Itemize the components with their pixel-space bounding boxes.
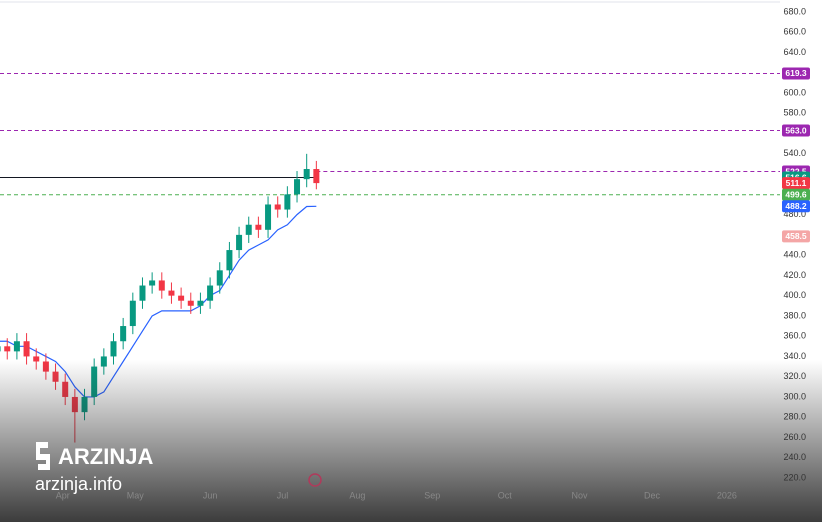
- price-tag-label: 522.5: [785, 166, 807, 176]
- price-tag: [782, 188, 810, 201]
- price-tag: [782, 230, 810, 243]
- candle-body: [255, 224, 262, 230]
- candle-body: [245, 224, 252, 235]
- candle-body: [294, 179, 301, 195]
- candle-body: [226, 250, 233, 271]
- y-tick-label: 260.0: [783, 432, 806, 442]
- price-tag: [782, 200, 810, 213]
- y-tick-label: 640.0: [783, 47, 806, 57]
- candle-body: [110, 341, 117, 357]
- candle-body: [13, 341, 20, 352]
- price-tag-label: 499.6: [785, 190, 807, 200]
- price-tag-label: 511.1: [786, 178, 807, 188]
- candle-body: [313, 169, 320, 184]
- candle-body: [207, 285, 214, 301]
- price-tag-label: 563.0: [785, 125, 807, 135]
- candle-body: [120, 326, 127, 342]
- y-tick-label: 240.0: [783, 452, 806, 462]
- y-tick-label: 540.0: [783, 148, 806, 158]
- price-tag-label: 619.3: [785, 68, 807, 78]
- logo-icon: [36, 442, 50, 470]
- candle-body: [187, 300, 194, 306]
- y-tick-label: 480.0: [783, 209, 806, 219]
- alert-icon: [308, 473, 322, 487]
- candle-body: [168, 290, 175, 296]
- x-tick-label: Jul: [277, 490, 289, 500]
- candle-body: [216, 270, 223, 286]
- watermark-shade: [0, 360, 822, 522]
- y-tick-label: 300.0: [783, 391, 806, 401]
- brand: ARZINJA: [58, 444, 153, 469]
- y-tick-label: 380.0: [783, 310, 806, 320]
- y-tick-label: 340.0: [783, 351, 806, 361]
- y-tick-label: 440.0: [783, 250, 806, 260]
- baseline-line: [0, 205, 317, 398]
- y-tick-label: 600.0: [783, 87, 806, 97]
- axis: 220.0 240.0 260.0 280.0 300.0 320.0 340.0 360.0…: [56, 6, 810, 500]
- x-tick-label: Oct: [498, 490, 513, 500]
- candle-body: [149, 280, 156, 286]
- candle-body: [139, 285, 146, 301]
- watermark-logo: [36, 442, 50, 470]
- candle-body: [178, 295, 185, 301]
- x-tick-label: Sep: [424, 490, 440, 500]
- candle-body: [129, 300, 136, 327]
- price-tag-label: 458.5: [785, 231, 807, 241]
- x-tick-label: Jun: [203, 490, 218, 500]
- candle-body: [284, 194, 291, 210]
- x-tick-label: May: [127, 490, 145, 500]
- candle-body: [236, 234, 243, 251]
- y-tick-label: 680.0: [783, 6, 806, 16]
- candle-body: [197, 300, 204, 306]
- x-tick-label: Aug: [349, 490, 365, 500]
- y-tick-label: 320.0: [783, 371, 806, 381]
- candle-body: [274, 204, 281, 210]
- x-tick-label: Dec: [644, 490, 661, 500]
- candle-body: [0, 346, 1, 352]
- candle-body: [4, 346, 11, 352]
- y-tick-label: 280.0: [783, 412, 806, 422]
- site: arzinja.info: [35, 474, 122, 494]
- candle-body: [23, 341, 30, 357]
- price-tag: [782, 124, 810, 137]
- y-tick-label: 400.0: [783, 290, 806, 300]
- candle-body: [158, 280, 165, 291]
- y-tick-label: 360.0: [783, 331, 806, 341]
- x-tick-label: 2026: [717, 490, 737, 500]
- price-tag: [782, 177, 810, 190]
- candle-body: [303, 169, 310, 180]
- price-tag: [782, 67, 810, 80]
- x-tick-label: Nov: [572, 490, 589, 500]
- candle-body: [33, 356, 40, 362]
- y-tick-label: 220.0: [783, 472, 806, 482]
- x-tick-label: Apr: [56, 490, 70, 500]
- candle-body: [265, 204, 272, 230]
- price-tag-label: 488.2: [785, 201, 807, 211]
- y-tick-label: 420.0: [783, 270, 806, 280]
- y-tick-label: 660.0: [783, 27, 806, 37]
- y-tick-label: 580.0: [783, 108, 806, 118]
